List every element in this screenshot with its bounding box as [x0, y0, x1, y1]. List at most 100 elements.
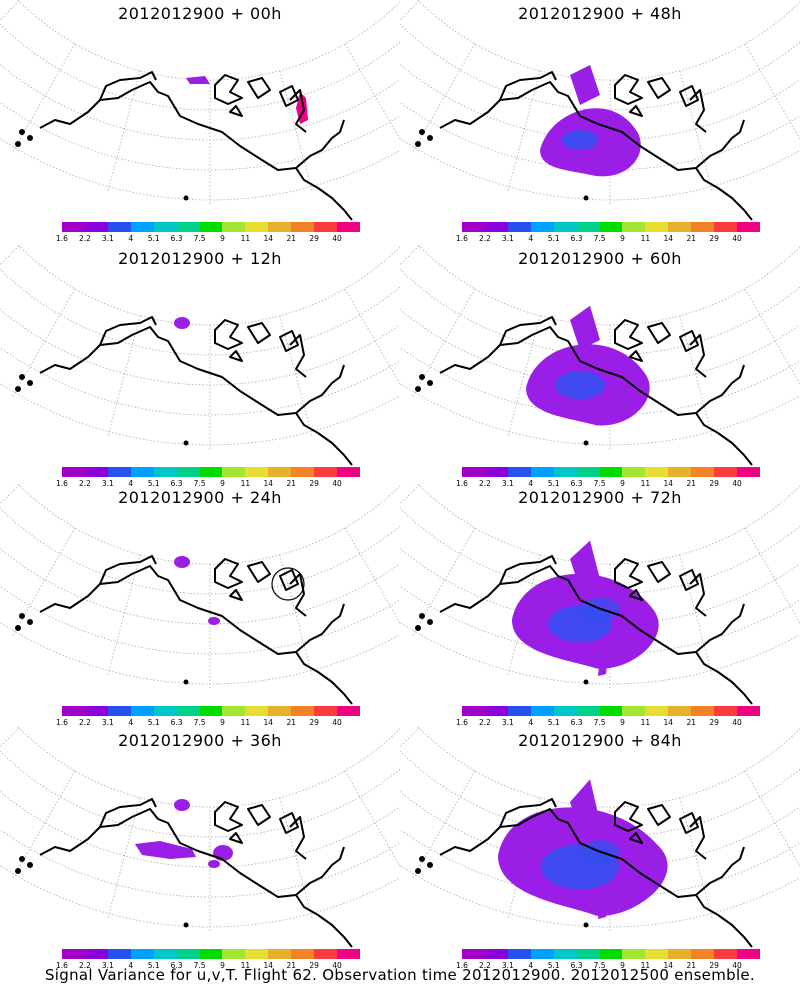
colorbar-tick-label: 9	[620, 234, 625, 243]
variance-field	[540, 65, 641, 177]
colorbar-tick-label: 21	[686, 718, 696, 727]
colorbar-swatch	[714, 949, 738, 959]
colorbar-tick-label: 3.1	[101, 961, 114, 970]
colorbar-swatch	[107, 706, 131, 716]
colorbar-tick-label: 40	[332, 718, 342, 727]
colorbar-tick-label: 7.5	[193, 234, 206, 243]
colorbar-tick-label: 9	[620, 718, 625, 727]
colorbar-tick-label: 1.6	[456, 718, 468, 727]
colorbar-tick-label: 2.2	[478, 479, 491, 488]
colorbar-tick-label: 4	[128, 479, 134, 488]
colorbar-swatch	[222, 467, 246, 477]
colorbar-swatch	[507, 949, 531, 959]
colorbar-tick-label: 1.6	[56, 718, 68, 727]
colorbar-swatch	[199, 706, 223, 716]
colorbar-swatch	[153, 467, 177, 477]
colorbar-swatch	[314, 467, 338, 477]
colorbar-tick-label: 11	[240, 479, 251, 488]
colorbar-tick-label: 29	[709, 234, 719, 243]
map-panel-00h: 2012012900 + 00h 1.6 2.2 3.1 4 5.1 6.3 7.5 9 11 1…	[0, 0, 400, 243]
panel-title: 2012012900 + 60h	[518, 249, 682, 268]
graticule	[0, 245, 400, 450]
colorbar-swatch	[507, 467, 531, 477]
colorbar-tick-label: 5.1	[147, 718, 160, 727]
colorbar-swatch	[668, 949, 692, 959]
colorbar-swatch	[530, 222, 554, 232]
colorbar-swatch	[268, 222, 292, 232]
colorbar-tick-label: 9	[620, 479, 625, 488]
colorbar-tick-label: 2.2	[78, 479, 91, 488]
colorbar-tick-label: 6.3	[570, 718, 583, 727]
colorbar-tick-label: 21	[686, 479, 696, 488]
colorbar-swatch	[62, 467, 85, 477]
panel-title: 2012012900 + 36h	[118, 731, 282, 750]
colorbar-tick-label: 4	[128, 234, 134, 243]
colorbar-swatch	[737, 222, 760, 232]
colorbar-swatch	[599, 706, 623, 716]
colorbar-swatch	[84, 467, 108, 477]
colorbar-swatch	[291, 949, 315, 959]
colorbar-tick-label: 21	[286, 234, 296, 243]
colorbar-tick-label: 40	[332, 479, 342, 488]
colorbar-tick-label: 40	[732, 961, 742, 970]
colorbar-swatch	[462, 467, 485, 477]
colorbar-tick-label: 9	[220, 234, 225, 243]
map-panel-48h: 2012012900 + 48h 1.6 2.2 3.1 4 5.1 6.3 7.5 9 11 1…	[400, 0, 800, 243]
colorbar-swatch	[530, 949, 554, 959]
colorbar-tick-label: 1.6	[456, 234, 468, 243]
colorbar-swatch	[507, 706, 531, 716]
colorbar-swatch	[62, 706, 85, 716]
colorbar-swatch	[130, 222, 154, 232]
colorbar-swatch	[530, 467, 554, 477]
colorbar-tick-label: 11	[640, 961, 651, 970]
colorbar-swatch	[314, 949, 338, 959]
colorbar-tick-label: 6.3	[170, 234, 183, 243]
colorbar-swatch	[714, 467, 738, 477]
colorbar-tick-label: 5.1	[547, 961, 560, 970]
colorbar-tick-label: 2.2	[78, 234, 91, 243]
colorbar-labels: 1.6 2.2 3.1 4 5.1 6.3 7.5 9 11 14 21 29 40	[56, 961, 360, 971]
colorbar-tick-label: 29	[309, 479, 319, 488]
colorbar-tick-label: 7.5	[593, 961, 606, 970]
colorbar	[62, 706, 360, 716]
variance-map	[400, 484, 800, 705]
colorbar-swatch	[553, 222, 577, 232]
colorbar-swatch	[245, 706, 269, 716]
colorbar-tick-label: 7.5	[593, 718, 606, 727]
colorbar	[462, 949, 760, 959]
colorbar-tick-label: 6.3	[570, 479, 583, 488]
colorbar-tick-label: 3.1	[501, 718, 514, 727]
colorbar-swatch	[222, 222, 246, 232]
colorbar-tick-label: 9	[620, 961, 625, 970]
colorbar-swatch	[130, 949, 154, 959]
graticule	[0, 727, 400, 932]
colorbar-swatch	[484, 467, 508, 477]
colorbar-swatch	[84, 222, 108, 232]
map-panel-36h: 2012012900 + 36h 1.6 2.2 3.1 4 5.1 6.3 7.5 9 11 1…	[0, 727, 400, 970]
variance-map	[400, 245, 800, 466]
colorbar-swatch	[176, 222, 200, 232]
colorbar-tick-label: 21	[286, 479, 296, 488]
colorbar-tick-label: 29	[709, 961, 719, 970]
colorbar-tick-label: 1.6	[456, 479, 468, 488]
colorbar-swatch	[484, 706, 508, 716]
colorbar-labels: 1.6 2.2 3.1 4 5.1 6.3 7.5 9 11 14 21 29 40	[456, 479, 760, 489]
colorbar-swatch	[291, 222, 315, 232]
colorbar-tick-label: 29	[309, 961, 319, 970]
colorbar-tick-label: 2.2	[78, 961, 91, 970]
coastline	[415, 316, 753, 466]
colorbar-tick-label: 9	[220, 479, 225, 488]
colorbar-swatch	[576, 467, 600, 477]
colorbar-tick-label: 29	[709, 479, 719, 488]
colorbar-swatch	[199, 949, 223, 959]
colorbar-swatch	[337, 222, 360, 232]
colorbar-tick-label: 40	[732, 479, 742, 488]
colorbar-swatch	[107, 467, 131, 477]
colorbar-swatch	[314, 222, 338, 232]
colorbar-swatch	[599, 467, 623, 477]
colorbar-swatch	[530, 706, 554, 716]
colorbar-swatch	[691, 222, 715, 232]
colorbar-tick-label: 29	[309, 234, 319, 243]
colorbar-labels: 1.6 2.2 3.1 4 5.1 6.3 7.5 9 11 14 21 29 40	[56, 234, 360, 244]
colorbar-swatch	[84, 949, 108, 959]
